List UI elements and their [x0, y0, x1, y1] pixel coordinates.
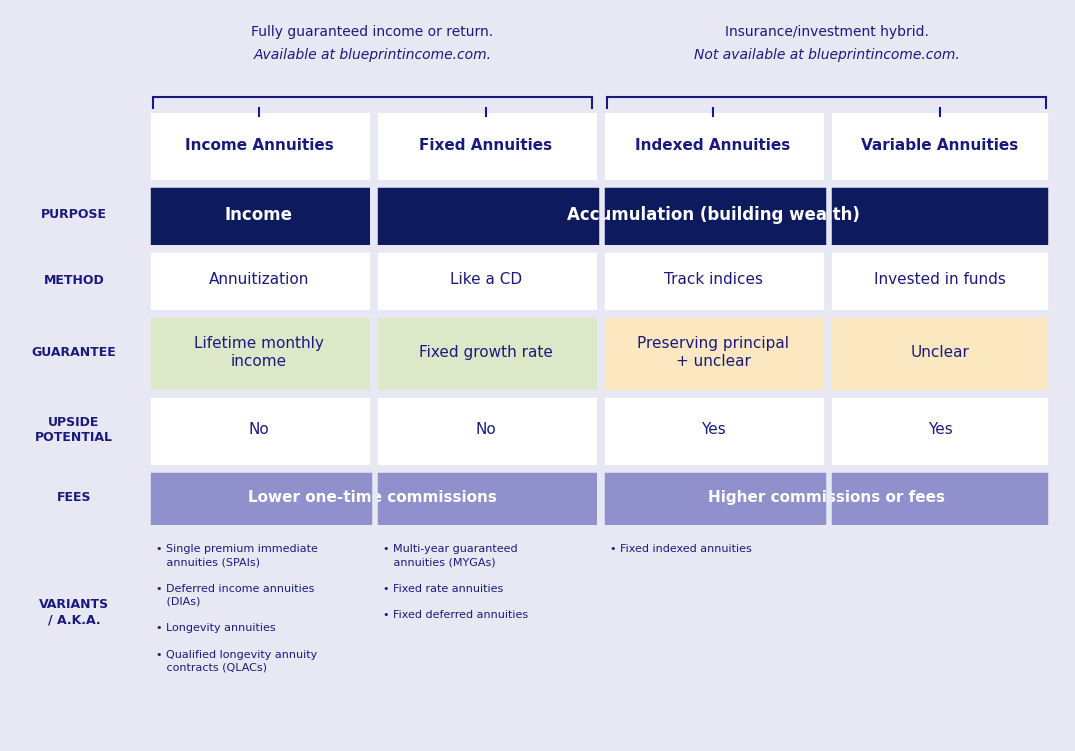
Bar [375, 185, 1051, 245]
Bar [148, 185, 370, 245]
Bar [829, 315, 1051, 390]
Text: • Fixed indexed annuities: • Fixed indexed annuities [610, 544, 751, 554]
Text: Variable Annuities: Variable Annuities [861, 137, 1019, 152]
Bar [148, 395, 370, 465]
Bar [602, 395, 825, 465]
Text: VARIANTS
/ A.K.A.: VARIANTS / A.K.A. [39, 599, 109, 626]
Bar [148, 110, 370, 180]
Bar [148, 470, 597, 525]
Bar [602, 315, 825, 390]
Text: Insurance/investment hybrid.: Insurance/investment hybrid. [725, 25, 929, 39]
Text: Fully guaranteed income or return.: Fully guaranteed income or return. [252, 25, 493, 39]
Bar [829, 110, 1051, 180]
Bar [602, 110, 825, 180]
Text: Track indices: Track indices [663, 273, 762, 288]
Text: Available at blueprintincome.com.: Available at blueprintincome.com. [254, 48, 491, 62]
Text: Accumulation (building wealth): Accumulation (building wealth) [567, 206, 859, 224]
Text: Indexed Annuities: Indexed Annuities [635, 137, 790, 152]
Text: Income Annuities: Income Annuities [185, 137, 333, 152]
Bar [375, 395, 597, 465]
Text: PURPOSE: PURPOSE [41, 209, 108, 222]
Text: METHOD: METHOD [44, 273, 104, 286]
Text: Lower one-time commissions: Lower one-time commissions [248, 490, 497, 505]
Bar [829, 250, 1051, 310]
Text: GUARANTEE: GUARANTEE [31, 346, 116, 359]
Bar [602, 470, 1051, 525]
Text: Preserving principal
+ unclear: Preserving principal + unclear [637, 336, 789, 369]
Text: Not available at blueprintincome.com.: Not available at blueprintincome.com. [693, 48, 959, 62]
Text: Fixed growth rate: Fixed growth rate [419, 345, 553, 360]
Text: Income: Income [225, 206, 293, 224]
Text: Unclear: Unclear [911, 345, 970, 360]
Text: No: No [475, 423, 497, 438]
Text: Lifetime monthly
income: Lifetime monthly income [195, 336, 324, 369]
Text: FEES: FEES [57, 491, 91, 504]
Text: Invested in funds: Invested in funds [874, 273, 1006, 288]
Text: • Single premium immediate
   annuities (SPAIs)

• Deferred income annuities
   : • Single premium immediate annuities (SP… [156, 544, 318, 673]
Text: Like a CD: Like a CD [450, 273, 522, 288]
Bar [375, 110, 597, 180]
Text: Yes: Yes [928, 423, 952, 438]
Text: Yes: Yes [701, 423, 726, 438]
Bar [148, 250, 370, 310]
Text: Higher commissions or fees: Higher commissions or fees [708, 490, 945, 505]
Text: Annuitization: Annuitization [209, 273, 310, 288]
Text: • Multi-year guaranteed
   annuities (MYGAs)

• Fixed rate annuities

• Fixed de: • Multi-year guaranteed annuities (MYGAs… [383, 544, 528, 620]
Bar [375, 250, 597, 310]
Text: Fixed Annuities: Fixed Annuities [419, 137, 553, 152]
Bar [602, 250, 825, 310]
Bar [829, 395, 1051, 465]
Text: No: No [248, 423, 270, 438]
Text: UPSIDE
POTENTIAL: UPSIDE POTENTIAL [35, 416, 113, 444]
Bar [375, 315, 597, 390]
Bar [148, 315, 370, 390]
